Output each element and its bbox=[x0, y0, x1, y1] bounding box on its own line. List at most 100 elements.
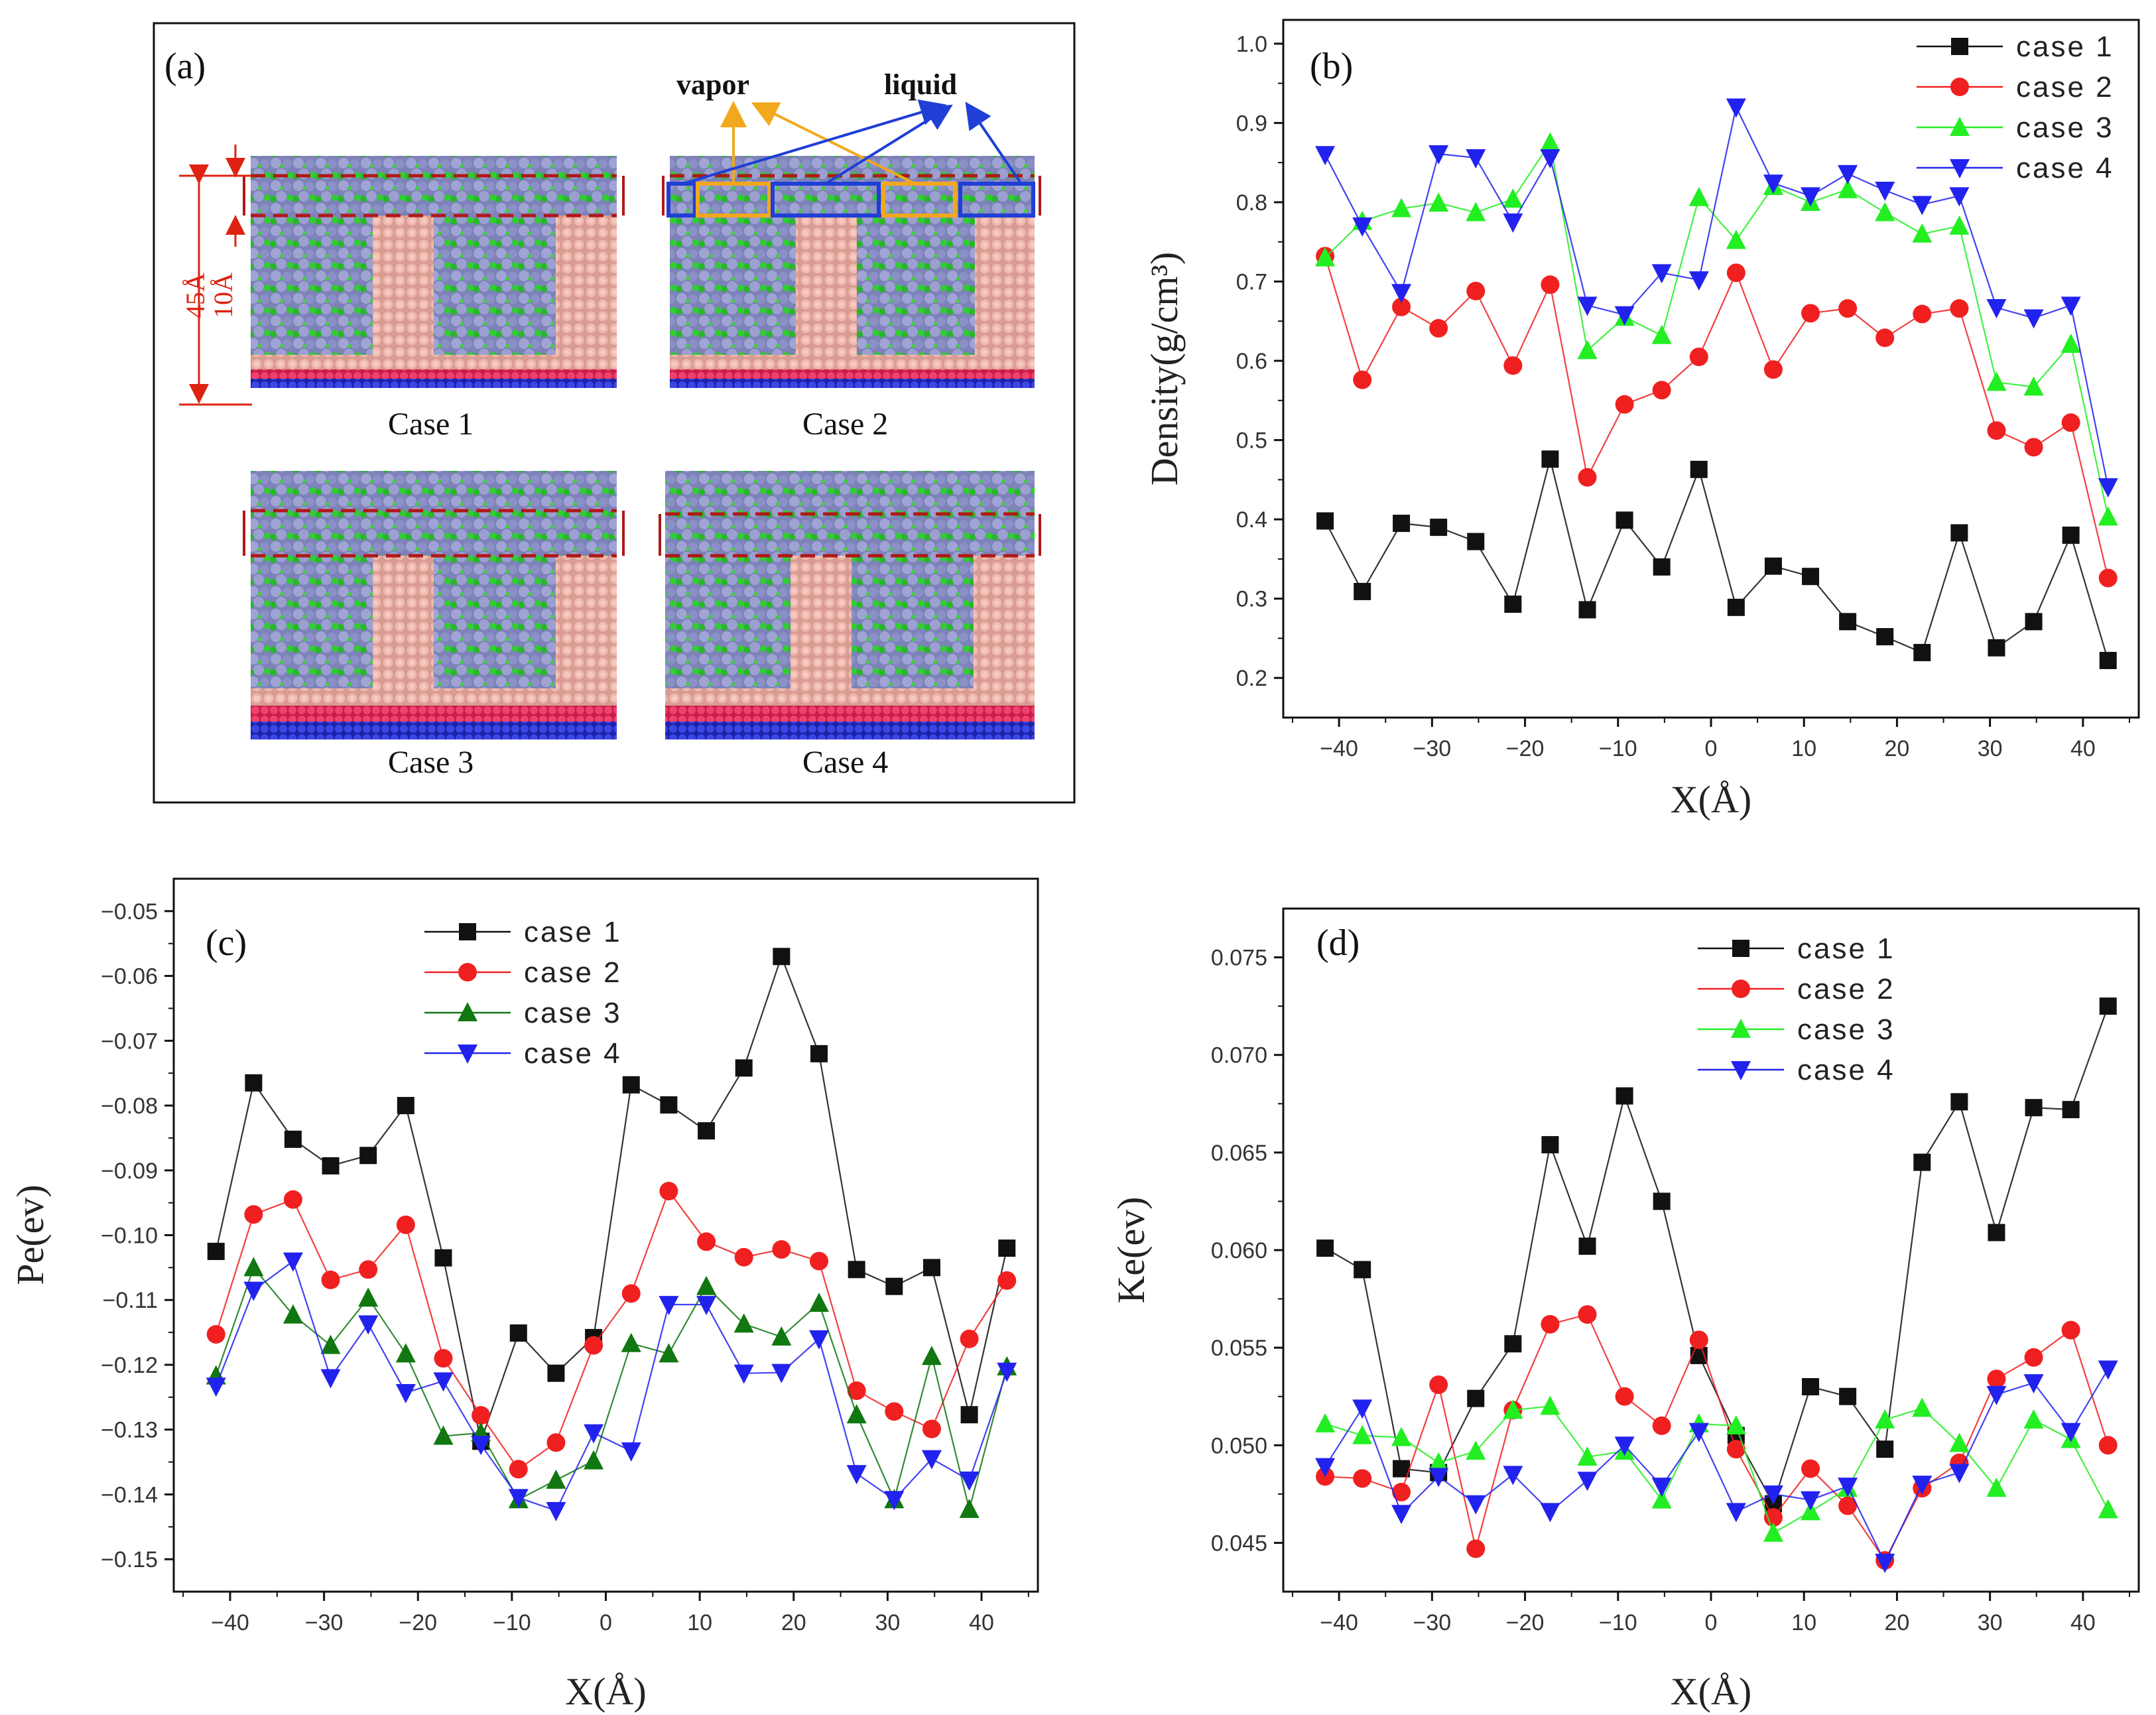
d-series-3-point bbox=[1391, 1427, 1412, 1446]
c-series-4-point bbox=[546, 1501, 566, 1521]
d-series-1-point bbox=[1504, 1335, 1522, 1353]
d-legend-marker-4 bbox=[1731, 1061, 1751, 1080]
d-legend-label-1: case 1 bbox=[1797, 932, 1895, 965]
d-x-tick-label: 0 bbox=[1705, 1610, 1718, 1635]
b-legend-marker-3 bbox=[1950, 117, 1970, 136]
b-legend-marker-1 bbox=[1951, 38, 1968, 55]
d-series-4-line bbox=[1324, 1368, 2109, 1564]
b-series-2-point bbox=[1950, 299, 1969, 318]
c-series-2-point bbox=[997, 1271, 1017, 1290]
c-legend-label-2: case 2 bbox=[524, 956, 622, 989]
b-series-2-point bbox=[1838, 299, 1858, 318]
c-series-4-point bbox=[433, 1372, 454, 1392]
b-series-2-point bbox=[1429, 319, 1448, 338]
c-y-tick-label: −0.13 bbox=[101, 1418, 158, 1443]
d-y-tick-label: 0.060 bbox=[1211, 1238, 1267, 1263]
b-legend-label-1: case 1 bbox=[2016, 31, 2114, 63]
c-series-4-point bbox=[283, 1252, 303, 1272]
b-x-tick-label: −40 bbox=[1320, 736, 1358, 761]
panel-d-ke-chart: −40 −30 −20 −10 0 10 20 30 40 0.045 0.050 0.055 0.06… bbox=[1110, 907, 2140, 1713]
d-series-2-point bbox=[1615, 1387, 1634, 1406]
d-series-4-point bbox=[1577, 1472, 1598, 1492]
d-series-3-point bbox=[1466, 1440, 1486, 1460]
d-series-1-point bbox=[1876, 1440, 1894, 1458]
d-plot-frame bbox=[1282, 907, 2140, 1593]
d-series-4-point bbox=[1875, 1553, 1895, 1573]
c-series-2-point bbox=[283, 1190, 302, 1209]
b-series-1-point bbox=[1876, 628, 1894, 646]
d-x-tick-label: −20 bbox=[1506, 1610, 1545, 1635]
d-x-tick-label: 40 bbox=[2070, 1610, 2096, 1635]
b-legend-marker-2 bbox=[1950, 78, 1969, 96]
d-series-2-point bbox=[1987, 1369, 2006, 1389]
d-series-3-point bbox=[1763, 1522, 1783, 1542]
d-series-4-point bbox=[1986, 1385, 2007, 1405]
b-series-2-point bbox=[1652, 381, 1671, 400]
c-y-tick-label: −0.07 bbox=[101, 1029, 158, 1054]
c-series-2-line bbox=[215, 1189, 1008, 1470]
d-series-4-point bbox=[1651, 1478, 1672, 1497]
c-y-tick-label: −0.08 bbox=[101, 1094, 158, 1119]
c-legend-label-3: case 3 bbox=[524, 997, 622, 1029]
d-series-4-point bbox=[1614, 1436, 1635, 1456]
d-series-1-point bbox=[1839, 1387, 1857, 1405]
b-y-tick-label: 0.4 bbox=[1236, 507, 1267, 533]
d-series-4-point bbox=[1352, 1399, 1373, 1419]
d-series-4-point bbox=[1838, 1478, 1858, 1497]
b-series-4-point bbox=[2098, 478, 2118, 498]
b-series-1-point bbox=[1616, 511, 1633, 529]
d-y-tick-label: 0.045 bbox=[1211, 1531, 1267, 1556]
d-series-4-point bbox=[1688, 1423, 1709, 1442]
c-y-tick-label: −0.10 bbox=[101, 1224, 158, 1249]
d-series-4-point bbox=[1466, 1495, 1486, 1515]
b-series-1-point bbox=[1316, 512, 1334, 530]
c-x-tick-label: 10 bbox=[687, 1610, 712, 1635]
c-series-1-point bbox=[660, 1096, 678, 1114]
d-series-3-point bbox=[1540, 1395, 1560, 1415]
d-series-4-point bbox=[1540, 1503, 1560, 1523]
d-series-1-point bbox=[1541, 1136, 1559, 1154]
b-series-1-point bbox=[1430, 519, 1448, 537]
b-x-tick-label: 0 bbox=[1705, 736, 1718, 761]
d-y-tick-label: 0.050 bbox=[1211, 1433, 1267, 1458]
d-series-2-point bbox=[1578, 1305, 1597, 1324]
b-series-3-point bbox=[1986, 371, 2007, 391]
b-series-3-point bbox=[2061, 333, 2081, 353]
c-x-tick-label: 40 bbox=[969, 1610, 994, 1635]
c-series-3-point bbox=[283, 1304, 303, 1324]
c-series-2-point bbox=[810, 1251, 829, 1271]
d-series-4-point bbox=[2061, 1423, 2081, 1442]
c-y-tick-label: −0.15 bbox=[101, 1547, 158, 1572]
c-series-2-point bbox=[509, 1460, 528, 1479]
b-x-axis-label: X(Å) bbox=[1671, 778, 1751, 821]
b-series-1-point bbox=[1467, 533, 1485, 550]
d-series-2-point bbox=[1466, 1539, 1486, 1558]
d-series-4-point bbox=[1503, 1466, 1523, 1486]
d-series-2-point bbox=[1429, 1375, 1448, 1395]
b-series-1-point bbox=[1839, 613, 1857, 631]
c-series-2-point bbox=[659, 1182, 678, 1201]
c-panel-label: (c) bbox=[206, 922, 247, 964]
c-x-tick-label: 20 bbox=[781, 1610, 806, 1635]
b-y-tick-label: 0.8 bbox=[1236, 190, 1267, 216]
d-series-3-line bbox=[1324, 1405, 2109, 1535]
b-series-3-point bbox=[1838, 178, 1858, 198]
b-series-4-point bbox=[1391, 284, 1412, 304]
c-series-1-point bbox=[735, 1059, 753, 1077]
b-series-1-line bbox=[1324, 459, 2109, 661]
d-series-2-point bbox=[1801, 1459, 1820, 1478]
b-series-1-point bbox=[1541, 450, 1559, 468]
b-series-3-point bbox=[1875, 202, 1895, 222]
c-series-3-point bbox=[621, 1332, 641, 1352]
c-series-1-point bbox=[509, 1324, 527, 1342]
c-legend-label-1: case 1 bbox=[524, 916, 622, 948]
b-series-4-point bbox=[1651, 264, 1672, 284]
b-legend-marker-4 bbox=[1950, 159, 1970, 178]
c-x-tick-label: −40 bbox=[211, 1610, 249, 1635]
b-series-4-line bbox=[1324, 105, 2109, 487]
b-series-3-point bbox=[1503, 188, 1523, 208]
c-series-1-point bbox=[622, 1076, 640, 1094]
d-legend-label-4: case 4 bbox=[1797, 1054, 1895, 1086]
panel-a-label: (a) bbox=[164, 46, 206, 87]
b-series-1-point bbox=[1504, 596, 1522, 613]
